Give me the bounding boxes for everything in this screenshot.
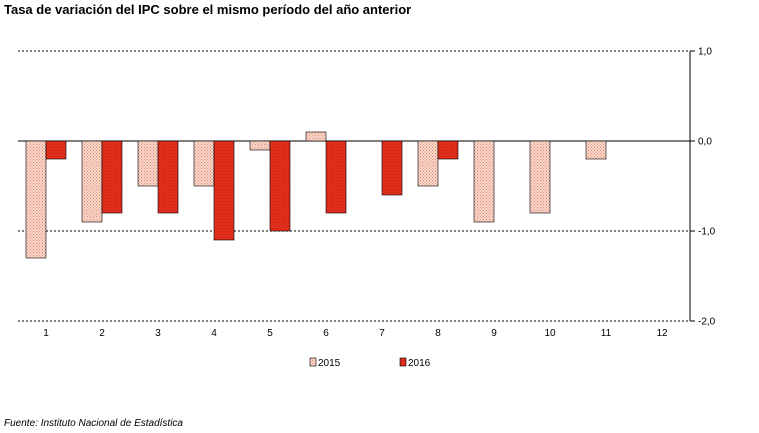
x-tick-label: 7 [379, 328, 385, 339]
bar-2016-5 [269, 140, 291, 232]
y-tick-label: 0,0 [698, 137, 712, 148]
bar-2016-3 [157, 140, 179, 214]
legend-swatch-2015 [309, 357, 317, 367]
x-tick-label: 9 [491, 328, 497, 339]
bar-2016-8 [437, 140, 459, 160]
bar-2015-5 [249, 140, 271, 151]
bar-2015-11 [585, 140, 607, 160]
bar-2015-6 [305, 131, 327, 142]
chart-title: Tasa de variación del IPC sobre el mismo… [4, 2, 412, 17]
bar-2016-7 [381, 140, 403, 196]
legend: 2015 2016 [309, 357, 431, 369]
bar-2015-10 [529, 140, 551, 214]
x-tick-label: 3 [155, 328, 161, 339]
legend-label-2015: 2015 [318, 358, 341, 369]
axes: 1,00,0-1,0-2,01 2 3 4 5 6 7 8 9 10 11 12 [43, 47, 715, 340]
bar-2015-8 [417, 140, 439, 187]
x-tick-label: 10 [544, 328, 556, 339]
x-tick-label: 6 [323, 328, 329, 339]
x-tick-label: 5 [267, 328, 273, 339]
bars [25, 131, 607, 259]
bar-2015-2 [81, 140, 103, 223]
bar-2015-9 [473, 140, 495, 223]
x-tick-label: 8 [435, 328, 441, 339]
y-tick-label: -2,0 [698, 317, 716, 328]
bar-2016-6 [325, 140, 347, 214]
x-tick-label: 12 [656, 328, 668, 339]
gridlines [18, 50, 690, 322]
bar-2016-4 [213, 140, 235, 241]
bar-2015-1 [25, 140, 47, 259]
bar-2015-3 [137, 140, 159, 187]
bar-2016-2 [101, 140, 123, 214]
source-note: Fuente: Instituto Nacional de Estadístic… [4, 418, 183, 429]
bar-2016-1 [45, 140, 67, 160]
y-tick-label: -1,0 [698, 227, 716, 238]
legend-swatch-2016 [399, 357, 407, 367]
y-tick-label: 1,0 [698, 47, 712, 58]
bar-2015-4 [193, 140, 215, 187]
x-tick-label: 2 [99, 328, 105, 339]
legend-label-2016: 2016 [408, 358, 431, 369]
x-tick-label: 11 [601, 328, 612, 339]
x-tick-label: 1 [43, 328, 49, 339]
x-tick-label: 4 [211, 328, 217, 339]
